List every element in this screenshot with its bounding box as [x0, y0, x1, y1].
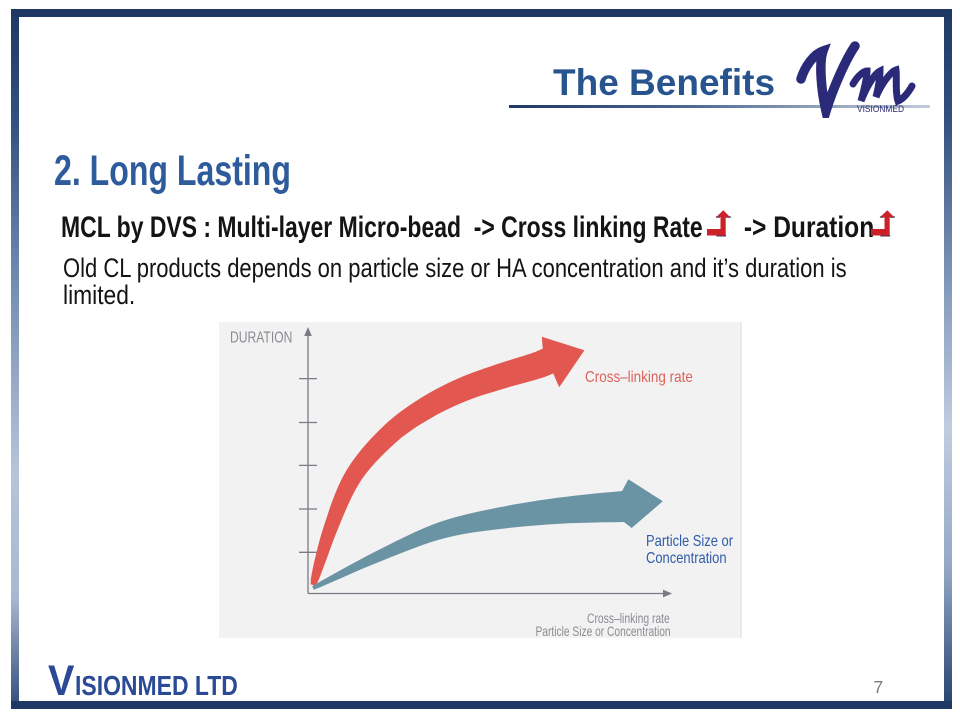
- svg-text:Cross–linking rate: Cross–linking rate: [585, 369, 693, 386]
- svg-text:VISIONMED: VISIONMED: [857, 104, 904, 114]
- svg-text:Particle Size or: Particle Size or: [646, 533, 733, 550]
- svg-text:Concentration: Concentration: [646, 550, 727, 567]
- svg-text:DURATION: DURATION: [230, 329, 292, 347]
- svg-text:Cross–linking rate: Cross–linking rate: [587, 610, 670, 626]
- svg-text:Particle Size or Concentration: Particle Size or Concentration: [536, 623, 671, 638]
